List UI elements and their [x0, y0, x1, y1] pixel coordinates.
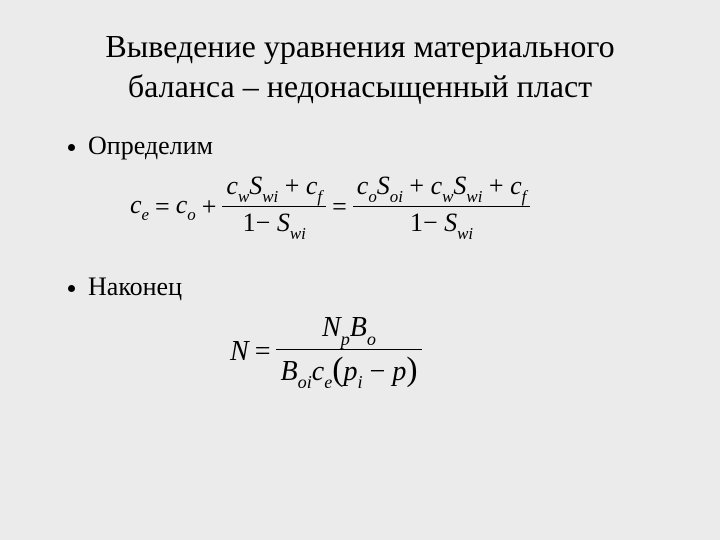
formula-ce: ce = co + cwSwi + cf 1− Swi = — [130, 171, 660, 242]
f1-eq2: = — [332, 192, 347, 222]
f1f2-d-swi-s: wi — [457, 224, 473, 243]
f1-lhs-sub: e — [142, 205, 150, 224]
f1f1-n-cw-v: c — [226, 171, 238, 200]
f2-n-Np-s: p — [341, 329, 350, 349]
f1f2-n-soi-s: oi — [390, 187, 403, 206]
f2-n-Bo-v: B — [350, 312, 367, 343]
f2-d-minus: − — [370, 356, 386, 387]
f1-term-co: co — [176, 190, 196, 224]
f1f1-n-plus: + — [285, 171, 300, 200]
bullet-item-2: Наконец — [88, 272, 660, 302]
f2-d-close: ) — [406, 351, 417, 388]
f1-frac2-num: coSoi + cwSwi + cf — [353, 171, 531, 207]
f1-frac1-num: cwSwi + cf — [222, 171, 326, 207]
f1f2-n-swi-s: wi — [466, 187, 482, 206]
f2-d-ce-v: c — [312, 356, 324, 387]
f1-frac2: coSoi + cwSwi + cf 1− Swi — [353, 171, 531, 242]
f1-lhs-var: c — [130, 190, 142, 219]
f1f2-n-co-s: o — [368, 187, 376, 206]
f1f2-n-co-v: c — [357, 171, 369, 200]
f1f1-d-swi-s: wi — [290, 224, 306, 243]
f1f1-n-swi-v: S — [249, 171, 262, 200]
f2-d-pi-v: p — [343, 356, 357, 387]
f1f2-d-minus: − — [423, 208, 438, 237]
f1f2-n-cf-v: c — [510, 171, 522, 200]
f2-eq: = — [255, 336, 271, 368]
bullet-1-text: Определим — [88, 131, 213, 160]
f1-eq1: = — [155, 192, 170, 222]
f2-n-Np-v: N — [322, 312, 341, 343]
f1-frac1: cwSwi + cf 1− Swi — [222, 171, 326, 242]
f2-den: Boice(pi − p) — [276, 350, 421, 392]
slide-title: Выведение уравнения материального баланс… — [60, 26, 660, 106]
f1f2-d-swi-v: S — [444, 208, 457, 237]
title-line-2: баланса – недонасыщенный пласт — [128, 68, 592, 104]
f1f1-n-cw-s: w — [238, 187, 249, 206]
f1-co-sub: o — [187, 205, 195, 224]
bullet-2-text: Наконец — [88, 272, 182, 301]
bullet-list-2: Наконец — [60, 272, 660, 302]
f2-lhs: N — [230, 336, 249, 368]
f2-d-Boi-s: oi — [298, 372, 312, 392]
slide: Выведение уравнения материального баланс… — [0, 0, 720, 540]
f1f2-d-1: 1 — [410, 208, 423, 237]
f1f1-d-minus: − — [256, 208, 271, 237]
f2-d-p: p — [392, 356, 406, 387]
f2-d-Boi-v: B — [280, 356, 297, 387]
f1f2-n-soi-v: S — [377, 171, 390, 200]
f1-plus: + — [202, 192, 217, 222]
bullet-item-1: Определим — [88, 131, 660, 161]
formula-ce-row: ce = co + cwSwi + cf 1− Swi = — [130, 171, 660, 242]
f1-co-var: c — [176, 190, 188, 219]
f1f1-d-swi-v: S — [277, 208, 290, 237]
formula-N-row: N = NpBo Boice(pi − p) — [230, 312, 660, 391]
title-line-1: Выведение уравнения материального — [105, 28, 614, 64]
f1f2-n-plus1: + — [409, 171, 424, 200]
f1f2-n-swi-v: S — [453, 171, 466, 200]
f1f2-n-cf-s: f — [522, 187, 527, 206]
f1f2-n-cw-s: w — [442, 187, 453, 206]
f2-n-Bo-s: o — [367, 329, 376, 349]
f1f2-n-cw-v: c — [431, 171, 443, 200]
f2-frac: NpBo Boice(pi − p) — [276, 312, 421, 391]
f1-frac2-den: 1− Swi — [353, 207, 531, 242]
f1f2-n-plus2: + — [489, 171, 504, 200]
f2-d-open: ( — [332, 351, 343, 388]
f1f1-d-1: 1 — [243, 208, 256, 237]
f2-num: NpBo — [276, 312, 421, 350]
f1f1-n-swi-s: wi — [262, 187, 278, 206]
f1-frac1-den: 1− Swi — [222, 207, 326, 242]
f1f1-n-cf-s: f — [317, 187, 322, 206]
f2-d-pi-s: i — [357, 372, 362, 392]
bullet-list: Определим — [60, 131, 660, 161]
f1f1-n-cf-v: c — [306, 171, 318, 200]
formula-N: N = NpBo Boice(pi − p) — [230, 312, 660, 391]
f1-lhs: ce — [130, 190, 149, 224]
